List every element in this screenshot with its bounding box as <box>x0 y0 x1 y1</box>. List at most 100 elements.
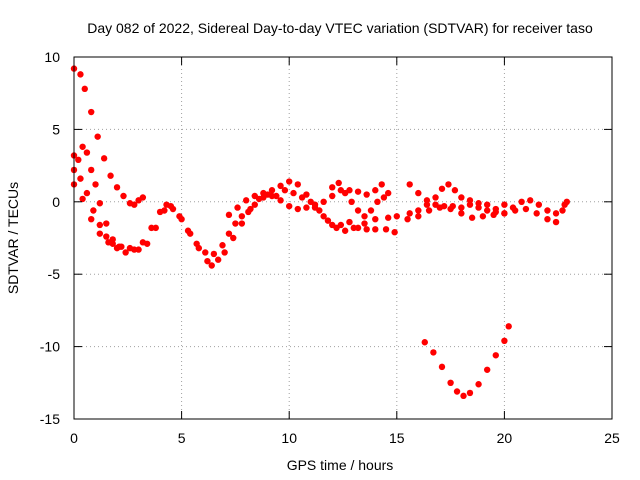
data-point <box>425 207 433 214</box>
data-point <box>167 202 175 210</box>
data-point <box>77 175 84 182</box>
data-point <box>522 205 530 213</box>
data-point <box>103 233 110 240</box>
data-point <box>100 155 108 162</box>
data-point <box>120 192 127 200</box>
y-tick-label: -15 <box>40 411 60 427</box>
data-point <box>423 197 431 204</box>
data-point <box>251 192 258 200</box>
data-point <box>505 323 512 330</box>
data-point <box>161 207 168 214</box>
data-point <box>324 217 332 224</box>
data-point <box>354 188 362 195</box>
chart-title: Day 082 of 2022, Sidereal Day-to-day VTE… <box>87 20 593 36</box>
data-point <box>384 189 392 197</box>
data-point <box>378 181 385 188</box>
data-point <box>445 181 452 188</box>
data-point <box>384 214 392 221</box>
data-point <box>483 201 491 208</box>
x-tick-label: 10 <box>281 430 297 446</box>
data-point <box>552 210 560 217</box>
data-point <box>544 215 551 223</box>
data-point <box>311 201 319 208</box>
data-point <box>94 133 101 140</box>
data-point <box>286 202 293 210</box>
data-point <box>404 215 411 223</box>
data-point <box>143 240 151 247</box>
data-point <box>432 201 439 208</box>
data-point <box>277 182 284 190</box>
data-point <box>88 108 95 116</box>
data-point <box>268 187 276 194</box>
data-point <box>393 213 400 220</box>
data-point <box>234 204 241 211</box>
data-point <box>363 191 370 198</box>
data-point <box>475 381 482 388</box>
x-tick-labels: 0 5 10 15 20 25 <box>70 430 620 446</box>
data-point <box>475 204 482 211</box>
data-point <box>219 242 226 249</box>
y-tick-label: 0 <box>52 194 60 210</box>
data-point <box>415 189 422 197</box>
data-point <box>544 207 551 214</box>
data-point <box>208 262 215 269</box>
data-point <box>176 213 183 220</box>
data-point <box>374 198 381 205</box>
data-point <box>372 226 379 233</box>
data-point <box>432 194 439 201</box>
data-point <box>109 240 116 247</box>
data-point <box>438 363 446 371</box>
data-point <box>88 215 95 223</box>
data-point <box>238 213 246 220</box>
data-point <box>527 197 534 204</box>
series-track-d <box>70 166 123 250</box>
data-point <box>96 230 104 237</box>
data-point <box>113 184 121 191</box>
data-point <box>139 194 147 201</box>
series-track-a <box>70 65 147 208</box>
data-point <box>421 339 428 346</box>
x-tick-label: 25 <box>604 430 620 446</box>
data-point <box>83 189 91 197</box>
data-point <box>440 202 448 210</box>
data-point <box>202 249 209 256</box>
data-point <box>533 210 540 217</box>
data-point <box>77 71 84 78</box>
y-tick-label: -10 <box>40 339 60 355</box>
data-point <box>225 211 233 219</box>
data-point <box>438 185 446 192</box>
x-tick-label: 15 <box>389 430 405 446</box>
data-point <box>184 227 192 234</box>
data-points <box>70 65 571 400</box>
data-point <box>380 194 388 201</box>
data-point <box>483 366 491 373</box>
data-point <box>341 189 349 197</box>
x-tick-label: 5 <box>178 430 186 446</box>
data-point <box>320 198 327 205</box>
data-point <box>88 166 95 174</box>
data-point <box>341 227 349 234</box>
y-tick-label: 5 <box>52 121 60 137</box>
data-point <box>348 198 355 205</box>
data-point <box>268 192 276 200</box>
data-point <box>415 213 422 220</box>
data-point <box>449 202 456 210</box>
data-point <box>367 207 375 214</box>
x-axis-label: GPS time / hours <box>287 457 394 473</box>
data-point <box>96 200 104 207</box>
data-point <box>466 389 474 397</box>
data-point <box>75 156 82 164</box>
data-point <box>361 213 368 220</box>
data-point <box>458 210 465 217</box>
data-point <box>79 143 86 150</box>
y-tick-label: -5 <box>48 266 61 282</box>
data-point <box>135 246 142 253</box>
series-track-f <box>329 179 388 220</box>
data-point <box>458 194 465 201</box>
data-point <box>501 201 508 208</box>
data-point <box>509 204 517 211</box>
data-point <box>122 249 129 256</box>
data-point <box>453 388 461 395</box>
data-point <box>518 198 525 205</box>
